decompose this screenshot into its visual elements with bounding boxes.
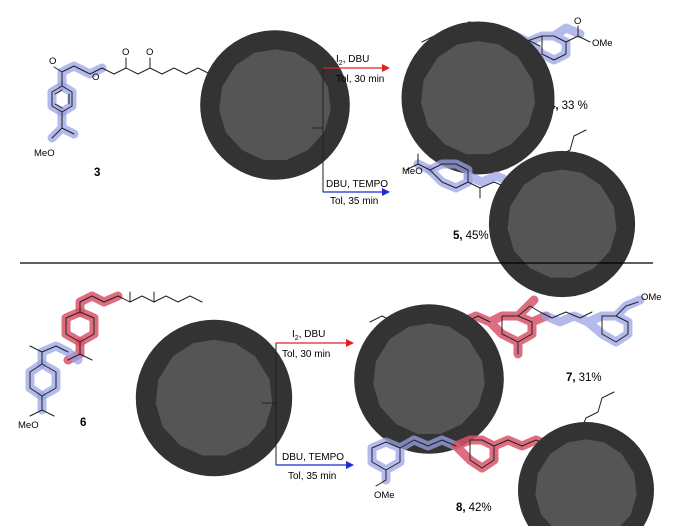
reactant-6: MeO 6 (18, 291, 203, 431)
methoxy-label: MeO (34, 148, 55, 159)
compound-label-8: 8, 42% (456, 502, 492, 514)
condition-tol-35min-top: Tol, 35 min (330, 196, 378, 207)
compound-number-3: 3 (94, 167, 100, 179)
compound-number-6: 6 (80, 417, 86, 429)
condition-tol-35min-bottom: Tol, 35 min (288, 471, 336, 482)
compound-label-7: 7, 31% (566, 372, 602, 384)
fullerene-c60-product-4 (433, 53, 523, 143)
o-label: O (122, 47, 129, 58)
fullerene-c60-product-8 (546, 450, 626, 526)
o-label: O (49, 56, 56, 67)
condition-dbu-tempo-top: DBU, TEMPO (326, 179, 388, 190)
o-label: O (146, 47, 153, 58)
branch-arrows-top: I2, DBU Tol, 30 min DBU, TEMPO Tol, 35 m… (311, 54, 390, 207)
methoxy-label: MeO (402, 166, 423, 177)
methoxy-label: MeO (18, 420, 39, 431)
fullerene-c60-reactant-bottom (168, 352, 260, 444)
condition-tol-30min-bottom: Tol, 30 min (282, 349, 330, 360)
branch-arrows-bottom: I2, DBU Tol, 30 min DBU, TEMPO Tol, 35 m… (261, 329, 354, 482)
reactant-3: O O O O MeO 3 (34, 47, 211, 179)
fullerene-c60-reactant-top (231, 61, 319, 149)
o-label: O (92, 72, 99, 83)
fullerene-c60-product-7 (385, 335, 473, 423)
condition-dbu-tempo-bottom: DBU, TEMPO (282, 452, 344, 463)
methoxy-label: OMe (374, 490, 395, 501)
condition-i2-dbu-bottom: I2, DBU (292, 329, 325, 342)
compound-label-5: 5, 45% (453, 230, 489, 242)
product-7: OMe 7, 31% (369, 292, 662, 384)
methoxy-label: OMe (592, 38, 613, 49)
condition-tol-30min-top: Tol, 30 min (336, 74, 384, 85)
svg-text:O: O (574, 16, 581, 27)
compound-label-4: 4,33 % (549, 100, 588, 112)
methoxy-label: OMe (641, 292, 662, 303)
fullerene-c60-product-5 (519, 181, 605, 267)
condition-i2-dbu-top: I2, DBU (336, 54, 369, 67)
